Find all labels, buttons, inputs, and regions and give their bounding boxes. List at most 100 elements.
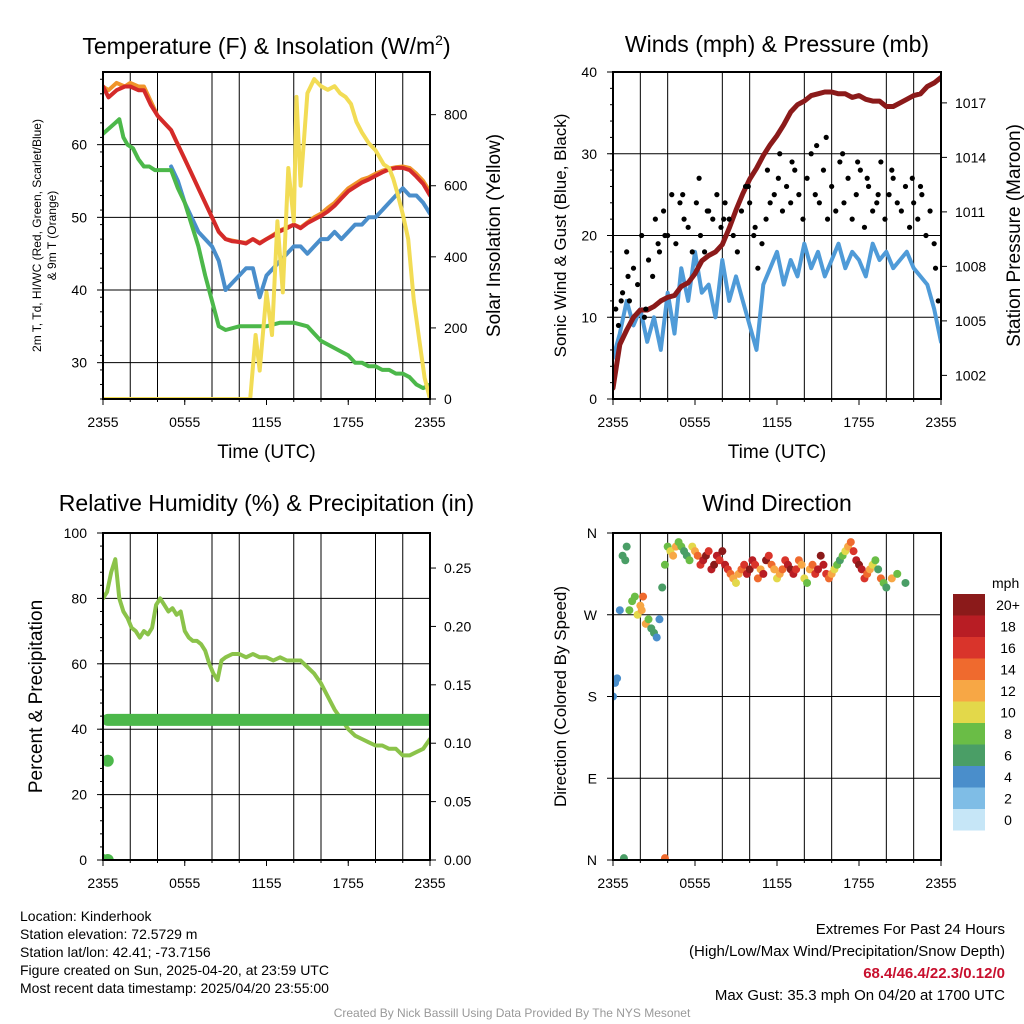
chart-title-main: Temperature (F) & Insolation (W/m [82, 33, 435, 59]
data-point [645, 257, 652, 263]
data-point [721, 216, 727, 222]
plot-frame [102, 71, 431, 400]
data-point [630, 265, 637, 271]
data-point [775, 175, 781, 181]
data-point [935, 298, 941, 304]
legend-label: 6 [1004, 748, 1012, 764]
direction-point [710, 560, 719, 569]
y2-tick-label: 1014 [955, 149, 986, 165]
chart-panel-3: 0 20 40 60 80 100 0.00 0.05 0.10 0.15 0.20 0.25 2355… [26, 490, 474, 891]
direction-point [857, 565, 866, 574]
direction-point [685, 556, 694, 565]
plot-frame [612, 71, 942, 400]
data-point [919, 192, 925, 198]
legend-swatch [953, 744, 985, 766]
x-tick-label: 2355 [414, 875, 445, 891]
data-point [932, 265, 939, 271]
data-point [726, 216, 732, 222]
data-point [890, 175, 896, 181]
direction-point [814, 565, 822, 574]
y2-axis-label: Station Pressure (Maroon) [1004, 124, 1024, 347]
data-point [833, 208, 839, 214]
data-point [650, 273, 656, 279]
y2-tick-label: 800 [444, 107, 468, 123]
data-point [738, 208, 745, 214]
y-tick-label: 80 [71, 590, 87, 606]
data-point [816, 200, 822, 206]
y2-tick-label: 0 [444, 391, 452, 407]
data-point [841, 200, 847, 206]
data-point [840, 151, 846, 157]
direction-point [652, 633, 661, 642]
data-point [915, 216, 921, 222]
y-tick-label: 40 [71, 282, 87, 298]
extremes-panel: Extremes For Past 24 Hours (High/Low/Max… [689, 919, 1005, 1007]
data-point [655, 241, 661, 247]
station-latlon: Station lat/lon: 42.41; -73.7156 [20, 944, 211, 960]
data-point [710, 216, 716, 222]
y2-axis-label: Solar Insolation (Yellow) [484, 134, 505, 337]
data-point [814, 142, 820, 149]
y-tick-label: 30 [581, 146, 597, 162]
direction-point [740, 560, 749, 569]
y-tick-label: S [588, 689, 597, 705]
data-point [878, 159, 884, 165]
data-point [613, 306, 619, 312]
x-tick-label: 2355 [414, 414, 445, 430]
legend-swatch [953, 658, 985, 680]
data-point [886, 192, 892, 198]
y2-tick-label: 1002 [955, 367, 986, 383]
direction-point [704, 547, 713, 556]
station-location: Location: Kinderhook [20, 908, 152, 924]
direction-point [874, 565, 883, 574]
data-point [882, 216, 888, 222]
direction-point [621, 556, 630, 565]
y-axis-label: Percent & Precipitation [26, 600, 47, 793]
station-elevation: Station elevation: 72.5729 m [20, 926, 198, 942]
data-point [909, 175, 915, 181]
y-tick-label: 30 [71, 355, 87, 371]
data-point [652, 216, 658, 222]
legend-swatch [953, 637, 985, 659]
data-point [714, 192, 720, 198]
direction-point [797, 560, 806, 569]
x-tick-label: 0555 [679, 875, 710, 891]
extremes-subtitle: (High/Low/Max Wind/Precipitation/Snow De… [689, 943, 1005, 960]
series-line-3 [169, 164, 430, 300]
x-tick-label: 0555 [169, 875, 200, 891]
data-point [639, 232, 645, 239]
data-point [722, 200, 728, 206]
data-point [777, 151, 783, 157]
direction-point [882, 583, 891, 592]
data-point [696, 175, 702, 181]
max-gust: Max Gust: 35.3 mph On 04/20 at 1700 UTC [714, 987, 1005, 1004]
y-tick-label: 60 [71, 656, 87, 672]
data-point [864, 175, 870, 181]
data-point [752, 224, 758, 230]
x-tick-label: 1155 [762, 414, 792, 430]
direction-point [808, 560, 817, 569]
direction-point [819, 560, 828, 569]
figure-created: Figure created on Sun, 2025-04-20, at 23… [20, 962, 329, 978]
x-tick-label: 1755 [843, 875, 874, 891]
direction-point [792, 565, 801, 574]
data-point [763, 216, 769, 222]
direction-point [615, 606, 624, 615]
data-point [662, 232, 668, 239]
data-point [874, 200, 880, 206]
y2-tick-label: 0.15 [444, 677, 471, 693]
y2-tick-label: 1017 [955, 95, 986, 111]
data-point [898, 208, 904, 214]
data-point [669, 192, 675, 198]
data-point [796, 192, 802, 198]
direction-point [658, 583, 667, 592]
data-point [779, 208, 786, 214]
direction-point [732, 578, 740, 587]
data-point [626, 298, 633, 304]
data-point [829, 183, 835, 190]
y2-tick-label: 600 [444, 178, 468, 194]
direction-point [901, 578, 910, 587]
y2-tick-label: 0.00 [444, 852, 471, 868]
x-tick-label: 1155 [762, 875, 792, 891]
